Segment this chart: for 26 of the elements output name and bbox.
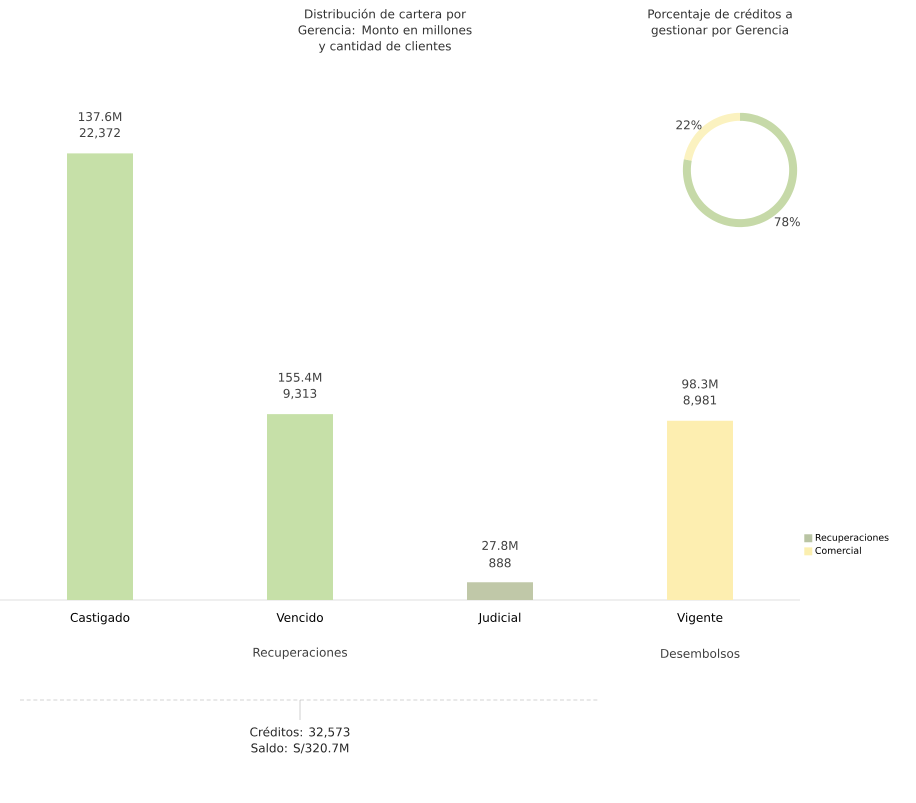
legend-label: Comercial xyxy=(815,546,861,554)
data-label: 78% xyxy=(774,217,800,226)
text: Recuperaciones xyxy=(254,648,348,660)
data-label: 22% xyxy=(676,120,702,130)
data-label: 8,981 xyxy=(684,395,716,406)
annotation: 155.4M xyxy=(278,372,322,382)
text: Créditos: 32,573 xyxy=(250,726,350,738)
annotation: 98.3M xyxy=(682,379,718,388)
chart-title: Porcentaje de créditos a gestionar por Gerencia xyxy=(648,8,792,37)
data-label: 9,313 xyxy=(284,388,316,400)
data-label: 888 xyxy=(489,558,511,568)
bar xyxy=(267,414,334,600)
bar xyxy=(467,582,534,600)
annotation: 27.8M xyxy=(482,540,518,550)
annotation: 137.6M xyxy=(78,112,122,122)
text: Saldo: S/320.7M xyxy=(251,743,348,754)
legend-label: Recuperaciones xyxy=(816,534,889,543)
bar xyxy=(667,420,734,600)
x-tick-label: Vigente xyxy=(677,612,722,624)
x-tick-label: Castigado xyxy=(70,612,130,624)
text: Desembolsos xyxy=(661,648,740,658)
x-tick-label: Vencido xyxy=(276,612,323,622)
x-tick-label: Judicial xyxy=(478,612,520,624)
bar xyxy=(67,153,134,600)
chart-title: Distribución de cartera por Gerencia: Monto en millones y cantidad de clientes xyxy=(298,8,472,53)
data-label: 22,372 xyxy=(80,128,120,138)
